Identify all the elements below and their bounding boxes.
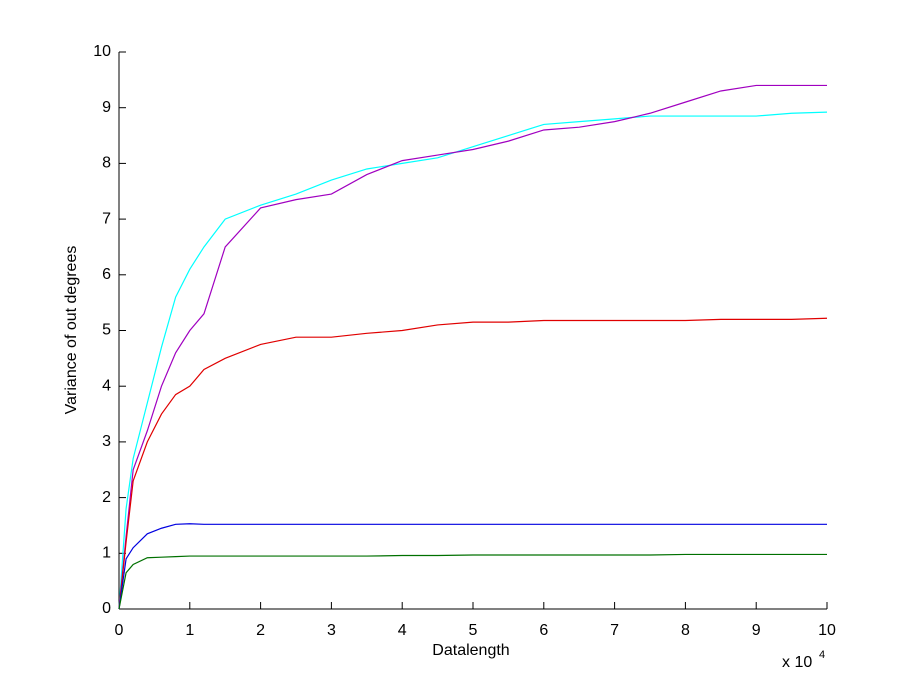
line (118, 523, 827, 610)
x-tick-label: 3 (327, 622, 336, 639)
x-tick-label: 2 (256, 622, 265, 639)
x-tick-label: 10 (818, 622, 836, 639)
y-tick-label: 10 (93, 43, 111, 60)
line (118, 84, 827, 610)
y-tick-label: 8 (102, 155, 111, 172)
y-tick-label: 0 (102, 600, 111, 617)
line (118, 317, 828, 610)
x-tick-label: 9 (752, 622, 761, 639)
x-tick-label: 5 (469, 622, 478, 639)
line (118, 111, 828, 610)
x-multiplier: x 10 (782, 654, 812, 671)
line (118, 553, 827, 610)
x-tick-label: 7 (610, 622, 619, 639)
x-tick-label: 1 (185, 622, 194, 639)
y-tick-label: 2 (102, 489, 111, 506)
x-multiplier-exponent: 4 (819, 649, 825, 661)
y-tick-label: 7 (102, 210, 111, 227)
x-tick-label: 8 (681, 622, 690, 639)
x-tick-label: 6 (539, 622, 548, 639)
x-tick-label: 4 (398, 622, 407, 639)
y-tick-label: 6 (102, 266, 111, 283)
y-tick-label: 4 (102, 377, 111, 394)
y-tick-label: 5 (102, 322, 111, 339)
y-tick-label: 9 (102, 99, 111, 116)
x-axis-label: Datalength (432, 642, 509, 659)
y-tick-label: 3 (102, 433, 111, 450)
y-axis-label: Variance of out degrees (63, 246, 80, 415)
x-tick-label: 0 (115, 622, 124, 639)
y-tick-label: 1 (102, 545, 111, 562)
